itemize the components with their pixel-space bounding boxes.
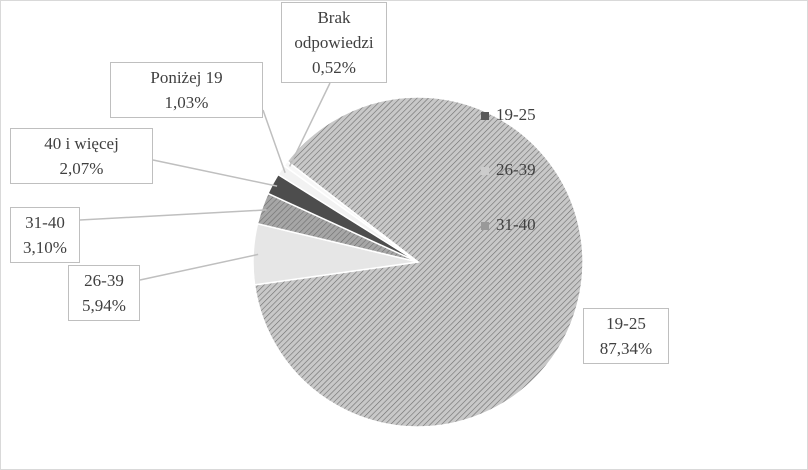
legend-label: 19-25: [496, 105, 536, 124]
legend-swatch: [481, 112, 489, 120]
data-label-name: Brak odpowiedzi: [294, 8, 374, 52]
data-label-name: 19-25: [606, 314, 646, 333]
data-label: 31-40 3,10%: [10, 207, 80, 263]
data-label-name: 26-39: [84, 271, 124, 290]
leader-line: [262, 109, 286, 174]
data-label-value: 2,07%: [59, 159, 104, 178]
legend-swatch: [481, 222, 489, 230]
data-label: 26-39 5,94%: [68, 265, 140, 321]
leader-line: [288, 82, 331, 167]
data-label-value: 0,52%: [312, 58, 356, 77]
pie-slice: [253, 96, 584, 428]
data-label-name: 40 i więcej: [44, 134, 119, 153]
leader-line: [139, 253, 259, 281]
legend-swatch: [481, 167, 489, 175]
data-label-value: 5,94%: [82, 296, 126, 315]
leader-line: [152, 159, 278, 187]
data-label: 40 i więcej 2,07%: [10, 128, 153, 184]
legend-label: 31-40: [496, 215, 536, 234]
leader-line: [79, 209, 267, 221]
data-label: 19-25 87,34%: [583, 308, 669, 364]
pie-slice: [283, 160, 419, 263]
data-label-value: 1,03%: [164, 93, 209, 112]
data-label-name: Poniżej 19: [150, 68, 223, 87]
data-label-value: 3,10%: [23, 238, 67, 257]
data-label: Poniżej 19 1,03%: [110, 62, 263, 118]
data-label-name: 31-40: [25, 213, 65, 232]
legend-label: 26-39: [496, 160, 536, 179]
data-label: Brak odpowiedzi 0,52%: [281, 2, 387, 83]
data-label-value: 87,34%: [599, 339, 653, 358]
